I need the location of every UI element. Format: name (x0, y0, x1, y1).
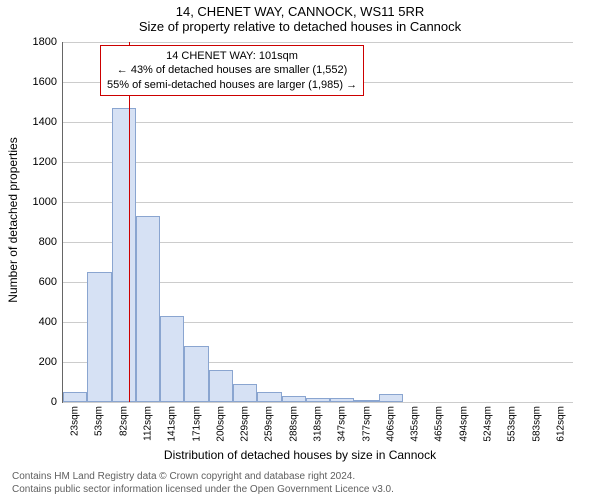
histogram-bar (209, 370, 233, 402)
gridline (63, 202, 573, 203)
x-tick: 82sqm (118, 402, 129, 436)
histogram-bar (63, 392, 87, 402)
marker-line (129, 42, 130, 402)
histogram-bar (379, 394, 403, 402)
x-tick: 553sqm (507, 402, 518, 442)
x-tick: 141sqm (167, 402, 178, 442)
y-tick: 1600 (17, 76, 63, 88)
plot-area: 02004006008001000120014001600180023sqm53… (62, 42, 573, 403)
infobox-line1: 14 CHENET WAY: 101sqm (107, 49, 357, 63)
x-tick: 112sqm (143, 402, 154, 441)
x-tick: 583sqm (531, 402, 542, 442)
title-subtitle: Size of property relative to detached ho… (0, 19, 600, 34)
x-tick: 171sqm (191, 402, 202, 442)
x-tick: 465sqm (434, 402, 445, 442)
infobox-line3: 55% of semi-detached houses are larger (… (107, 78, 357, 92)
y-tick: 200 (17, 356, 63, 368)
marker-infobox: 14 CHENET WAY: 101sqm ← 43% of detached … (100, 45, 364, 96)
y-tick: 400 (17, 316, 63, 328)
x-tick: 612sqm (555, 402, 566, 442)
x-tick: 53sqm (94, 402, 105, 436)
copyright-line1: Contains HM Land Registry data © Crown c… (12, 471, 394, 484)
y-tick: 800 (17, 236, 63, 248)
gridline (63, 162, 573, 163)
copyright: Contains HM Land Registry data © Crown c… (12, 471, 394, 496)
y-tick: 1800 (17, 36, 63, 48)
x-tick: 229sqm (240, 402, 251, 442)
title-address: 14, CHENET WAY, CANNOCK, WS11 5RR (0, 0, 600, 19)
histogram-bar (233, 384, 257, 402)
y-tick: 1000 (17, 196, 63, 208)
infobox-line2: ← 43% of detached houses are smaller (1,… (107, 63, 357, 77)
chart-container: 14, CHENET WAY, CANNOCK, WS11 5RR Size o… (0, 0, 600, 500)
y-tick: 0 (17, 396, 63, 408)
x-tick: 347sqm (337, 402, 348, 442)
x-axis-label: Distribution of detached houses by size … (0, 448, 600, 462)
x-tick: 318sqm (313, 402, 324, 442)
x-tick: 200sqm (215, 402, 226, 442)
x-tick: 524sqm (483, 402, 494, 442)
histogram-bar (257, 392, 281, 402)
gridline (63, 42, 573, 43)
histogram-bar (87, 272, 111, 402)
gridline (63, 122, 573, 123)
y-axis-label: Number of detached properties (6, 137, 20, 302)
y-tick: 1400 (17, 116, 63, 128)
x-tick: 435sqm (410, 402, 421, 442)
histogram-bar (136, 216, 160, 402)
y-tick: 600 (17, 276, 63, 288)
x-tick: 259sqm (264, 402, 275, 442)
histogram-bar (160, 316, 184, 402)
y-tick: 1200 (17, 156, 63, 168)
x-tick: 494sqm (458, 402, 469, 442)
x-tick: 23sqm (70, 402, 81, 436)
x-tick: 288sqm (288, 402, 299, 442)
copyright-line2: Contains public sector information licen… (12, 484, 394, 497)
histogram-bar (112, 108, 136, 402)
x-tick: 406sqm (385, 402, 396, 442)
histogram-bar (184, 346, 208, 402)
x-tick: 377sqm (361, 402, 372, 442)
